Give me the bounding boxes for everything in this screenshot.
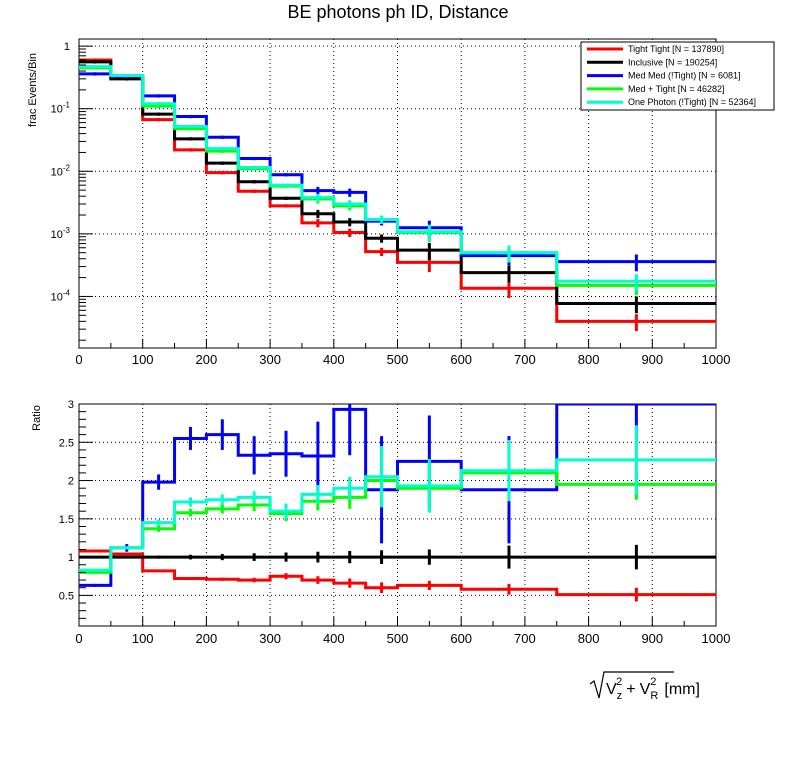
top-x-tick-label: 700 xyxy=(514,352,536,367)
sqrt-symbol xyxy=(589,671,674,699)
legend: Tight Tight [N = 137890] Inclusive [N = 1… xyxy=(580,41,775,111)
legend-entry: Tight Tight [N = 137890] xyxy=(628,44,724,54)
ratio-series-group xyxy=(79,404,716,602)
ratio-x-tick-label: 500 xyxy=(387,631,409,646)
ratio-x-tick-label: 600 xyxy=(450,631,472,646)
top-x-tick-label: 300 xyxy=(259,352,281,367)
ratio-x-tick-label: 100 xyxy=(132,631,154,646)
top-x-tick-label: 900 xyxy=(641,352,663,367)
ratio-y-tick-label: 1 xyxy=(68,552,74,564)
top-series-group xyxy=(79,58,716,332)
top-x-tick-label: 0 xyxy=(75,352,82,367)
top-x-tick-label: 500 xyxy=(387,352,409,367)
top-x-tick-label: 100 xyxy=(132,352,154,367)
legend-entry: Med Med (!Tight) [N = 6081] xyxy=(628,71,740,81)
top-plot-panel: 0 100 200 300 400 500 600 700 800 900 1000 1 10-1 10… xyxy=(27,38,730,367)
x-v1: V xyxy=(606,681,617,698)
ratio-y-axis-label: Ratio xyxy=(31,405,43,431)
ratio-x-ticks: 0 100 200 300 400 500 600 700 800 900 1000 xyxy=(75,617,730,646)
ratio-series-0 xyxy=(79,549,716,602)
ratio-y-tick-label: 2.5 xyxy=(59,437,74,449)
ratio-y-ticks: 0.5 1 1.5 2 2.5 3 xyxy=(59,399,93,619)
ratio-plot-panel: 0 100 200 300 400 500 600 700 800 900 1000 0.5 1 1.5… xyxy=(31,399,730,646)
ratio-y-tick-label: 3 xyxy=(68,399,74,411)
ratio-x-tick-label: 700 xyxy=(514,631,536,646)
ratio-series-2 xyxy=(79,404,716,587)
ratio-x-tick-label: 200 xyxy=(196,631,218,646)
ratio-series-1 xyxy=(79,544,716,570)
top-y-tick-label: 10-2 xyxy=(51,163,71,178)
x-sup-2: 2 xyxy=(650,676,656,688)
ratio-y-tick-label: 2 xyxy=(68,476,74,488)
x-v2: V xyxy=(640,681,651,698)
top-y-ticks: 1 10-1 10-2 10-3 10-4 xyxy=(51,41,93,341)
top-y-tick-label: 10-4 xyxy=(51,288,71,303)
ratio-grid xyxy=(79,403,716,626)
legend-entry: Med + Tight [N = 46282] xyxy=(628,84,725,94)
ratio-y-tick-label: 1.5 xyxy=(59,514,74,526)
ratio-x-tick-label: 300 xyxy=(259,631,281,646)
top-x-tick-label: 600 xyxy=(450,352,472,367)
top-y-tick-label: 10-1 xyxy=(51,101,71,116)
top-y-tick-label: 10-3 xyxy=(51,226,71,241)
top-series-4 xyxy=(79,65,716,291)
ratio-x-tick-label: 800 xyxy=(578,631,600,646)
top-x-tick-label: 1000 xyxy=(702,352,731,367)
x-plus: + xyxy=(626,681,635,698)
ratio-x-tick-label: 900 xyxy=(641,631,663,646)
ratio-x-tick-label: 0 xyxy=(75,631,82,646)
ratio-series-4 xyxy=(79,425,716,572)
x-sub-r: R xyxy=(650,690,658,702)
top-x-ticks: 0 100 200 300 400 500 600 700 800 900 1000 xyxy=(75,339,730,367)
top-x-tick-label: 800 xyxy=(578,352,600,367)
top-y-axis-label: frac Events/Bin xyxy=(27,53,39,127)
ratio-x-tick-label: 1000 xyxy=(702,631,731,646)
legend-entry: One Photon (!Tight) [N = 52364] xyxy=(628,97,756,107)
ratio-x-tick-label: 400 xyxy=(323,631,345,646)
x-axis-title: Vz2 + VR2 [mm] xyxy=(589,671,700,702)
top-x-tick-label: 200 xyxy=(196,352,218,367)
top-x-tick-label: 400 xyxy=(323,352,345,367)
chart-title: BE photons ph ID, Distance xyxy=(287,2,508,22)
x-sub-z: z xyxy=(617,690,623,702)
x-axis-formula: Vz2 + VR2 [mm] xyxy=(606,676,700,702)
top-y-tick-label: 1 xyxy=(64,41,70,53)
legend-entry: Inclusive [N = 190254] xyxy=(628,57,717,67)
x-sup-1: 2 xyxy=(616,676,622,688)
x-unit: [mm] xyxy=(664,681,700,698)
ratio-y-tick-label: 0.5 xyxy=(59,590,74,602)
